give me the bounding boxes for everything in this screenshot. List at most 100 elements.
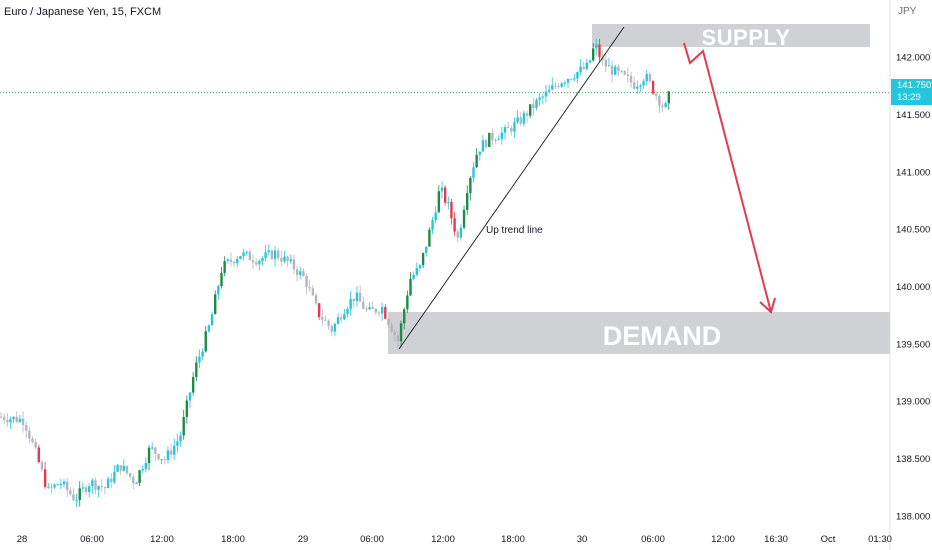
candle-body [516,117,519,123]
candle-body [311,288,315,296]
candle-body [349,298,352,309]
candle-body [632,82,636,89]
candle-body [217,286,220,295]
candle-body [343,313,346,320]
candle-body [648,74,652,82]
x-tick-label: 29 [298,534,309,545]
candle-body [544,91,548,97]
y-tick-label: 141.500 [896,110,930,121]
candle-body [566,78,570,83]
candle-body [428,229,431,247]
candle-body [6,420,9,423]
candle-body [204,331,207,352]
candle-body [503,127,507,133]
candle-body [195,362,198,377]
candle-body [135,482,138,484]
y-tick-label: 141.000 [896,168,930,179]
candle-body [176,441,179,446]
candle-body [254,262,258,265]
candle-body [236,258,239,264]
candle-body [557,86,560,88]
candle-body [639,85,642,87]
candle-body [595,44,598,49]
candle-body [582,66,585,69]
candle-body [554,85,557,87]
candle-body [229,259,233,262]
candle-body [207,325,211,332]
candle-body [106,478,110,489]
demand-zone [388,312,890,354]
candle-body [440,187,444,192]
x-tick-label: Oct [821,534,836,545]
candle-body [488,132,491,147]
candle-body [384,307,387,319]
projection-arrow [683,42,772,313]
candle-body [94,480,97,490]
candle-body [191,376,195,393]
candle-body [81,487,85,489]
candle-body [510,127,513,132]
candle-body [346,308,349,314]
x-tick-label: 01:30 [868,534,892,545]
candle-body [239,256,242,259]
candle-body [248,251,252,261]
candle-body [658,95,661,106]
candle-body [466,193,469,210]
candle-body [75,499,78,501]
candle-body [425,246,428,254]
candle-body [569,78,573,80]
candle-body [522,113,526,124]
supply-zone-label: SUPPLY [701,25,790,50]
candle-body [214,294,217,315]
candle-body [478,151,481,155]
candle-body [69,490,72,495]
x-tick-label: 12:00 [150,534,174,545]
candle-body [28,430,31,439]
candle-body [636,86,639,89]
candle-body [585,62,589,69]
candle-body [119,465,122,471]
candle-body [132,476,135,484]
candle-body [270,250,274,259]
candle-body [18,418,22,423]
candle-body [283,256,286,262]
candle-body [399,323,403,342]
candle-body [185,400,189,418]
candle-body [667,91,670,104]
projection-arrowhead [759,297,776,314]
candle-body [538,97,541,100]
candle-body [138,470,141,483]
candle-body [563,82,567,84]
x-tick-label: 28 [17,534,28,545]
candle-body [201,351,204,357]
y-tick-label: 140.500 [896,225,930,236]
candle-body [579,66,582,73]
candle-body [100,486,103,488]
candle-body [226,259,229,262]
candle-body [481,140,485,152]
candle-body [472,167,475,178]
candle-body [321,317,324,320]
candle-body [157,453,160,460]
candle-body [125,465,129,474]
candle-body [529,104,532,116]
candle-body [380,307,384,314]
candle-body [47,486,50,488]
candle-body [551,85,554,90]
candle-body [160,459,163,461]
candle-body [103,487,107,489]
candle-body [601,57,604,60]
candle-body [210,314,214,326]
candle-body [387,318,390,325]
candle-body [541,96,544,98]
candle-body [434,212,437,221]
candle-body [324,319,327,321]
current-price-tag: 141.750 13:29 [891,79,932,105]
candle-body [459,227,463,238]
candle-body [110,478,113,483]
candle-body [462,209,466,228]
candle-body [78,488,81,500]
candle-body [506,127,510,129]
candle-body [340,317,343,320]
